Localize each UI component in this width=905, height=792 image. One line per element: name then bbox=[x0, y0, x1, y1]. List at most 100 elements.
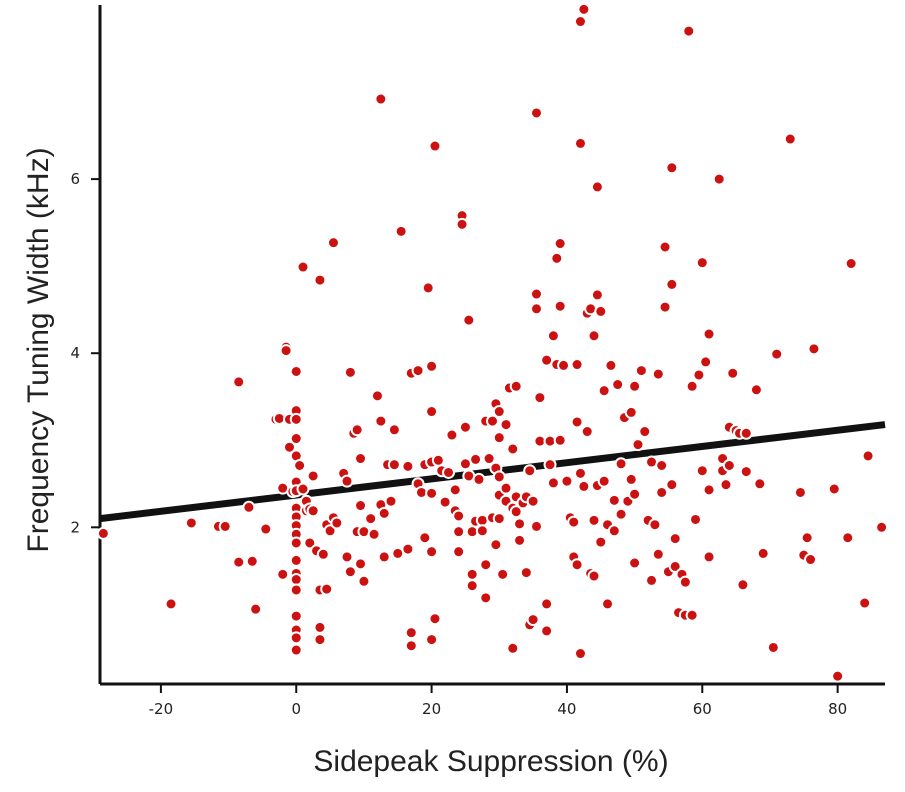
data-point bbox=[249, 602, 263, 616]
data-point bbox=[611, 378, 625, 392]
data-point bbox=[607, 493, 621, 507]
data-point bbox=[682, 24, 696, 38]
y-axis-title: Frequency Tuning Width (kHz) bbox=[22, 147, 55, 552]
data-point bbox=[465, 567, 479, 581]
x-tick-label: 0 bbox=[291, 700, 301, 718]
data-point bbox=[699, 355, 713, 369]
data-point bbox=[374, 414, 388, 428]
data-point bbox=[343, 565, 357, 579]
data-point bbox=[289, 583, 303, 597]
data-point bbox=[861, 449, 875, 463]
data-point bbox=[546, 476, 560, 490]
data-point bbox=[685, 608, 699, 622]
data-point bbox=[570, 358, 584, 372]
data-point bbox=[486, 414, 499, 428]
data-point bbox=[492, 431, 506, 445]
data-point bbox=[685, 379, 699, 393]
data-point bbox=[628, 379, 642, 393]
data-point bbox=[655, 485, 669, 499]
data-point bbox=[442, 465, 456, 479]
data-point bbox=[827, 482, 841, 496]
data-point bbox=[540, 624, 554, 638]
data-point bbox=[573, 136, 587, 150]
data-point bbox=[689, 512, 703, 526]
x-axis-title: Sidepeak Suppression (%) bbox=[313, 745, 668, 778]
data-point bbox=[651, 547, 665, 561]
data-point bbox=[658, 300, 672, 314]
data-point bbox=[492, 512, 506, 526]
data-point bbox=[482, 452, 496, 466]
data-point bbox=[425, 359, 439, 373]
data-point bbox=[394, 224, 408, 238]
data-point bbox=[540, 597, 554, 611]
data-point bbox=[367, 527, 381, 541]
x-tick-label: -20 bbox=[149, 700, 174, 718]
data-point bbox=[800, 531, 814, 545]
data-point bbox=[164, 597, 178, 611]
data-point bbox=[489, 538, 503, 552]
data-point bbox=[313, 633, 327, 647]
data-point bbox=[184, 516, 198, 530]
data-point bbox=[289, 536, 303, 550]
data-point bbox=[739, 465, 753, 479]
data-point bbox=[529, 106, 543, 120]
data-point bbox=[628, 556, 642, 570]
data-point bbox=[651, 367, 665, 381]
data-point bbox=[587, 513, 601, 527]
data-point bbox=[306, 504, 320, 518]
data-point bbox=[529, 287, 543, 301]
data-point bbox=[218, 519, 232, 533]
data-point bbox=[577, 479, 591, 493]
data-point bbox=[384, 494, 398, 508]
data-point bbox=[357, 574, 371, 588]
data-point bbox=[678, 575, 692, 589]
data-point bbox=[377, 550, 391, 564]
data-point bbox=[875, 520, 889, 534]
data-point bbox=[411, 364, 425, 378]
y-tick-label: 4 bbox=[70, 344, 80, 362]
data-point bbox=[313, 620, 327, 634]
data-point bbox=[425, 405, 439, 419]
data-point bbox=[553, 237, 567, 251]
data-point bbox=[726, 366, 740, 380]
data-point bbox=[320, 582, 334, 596]
data-point bbox=[364, 512, 378, 526]
data-point bbox=[462, 313, 476, 327]
data-point bbox=[465, 579, 479, 593]
data-points bbox=[96, 2, 889, 683]
data-point bbox=[232, 555, 246, 569]
data-point bbox=[425, 486, 439, 500]
data-point bbox=[506, 442, 520, 456]
data-point bbox=[702, 327, 716, 341]
y-tick-label: 2 bbox=[70, 518, 80, 536]
data-point bbox=[472, 472, 486, 486]
data-point bbox=[560, 474, 574, 488]
data-point bbox=[594, 535, 608, 549]
data-point bbox=[259, 522, 273, 536]
data-point bbox=[469, 452, 483, 466]
data-point bbox=[289, 631, 303, 645]
data-point bbox=[844, 257, 858, 271]
data-point bbox=[343, 365, 357, 379]
data-point bbox=[648, 518, 662, 532]
data-point bbox=[570, 415, 584, 429]
data-point bbox=[739, 426, 753, 440]
data-point bbox=[354, 452, 368, 466]
data-point bbox=[509, 379, 523, 393]
data-point bbox=[783, 132, 797, 146]
data-point bbox=[645, 573, 659, 587]
data-point bbox=[529, 302, 543, 316]
data-point bbox=[509, 505, 523, 519]
axes: -20 0 20 40 60 80 2 4 6 bbox=[70, 5, 885, 718]
data-point bbox=[577, 2, 591, 16]
data-point bbox=[404, 626, 418, 640]
data-point bbox=[428, 612, 442, 626]
data-point bbox=[519, 566, 533, 580]
data-point bbox=[601, 597, 615, 611]
data-point bbox=[289, 609, 303, 623]
x-tick-label: 20 bbox=[422, 700, 441, 718]
data-point bbox=[631, 438, 645, 452]
data-point bbox=[296, 482, 310, 496]
data-point bbox=[590, 180, 604, 194]
data-point bbox=[573, 647, 587, 661]
